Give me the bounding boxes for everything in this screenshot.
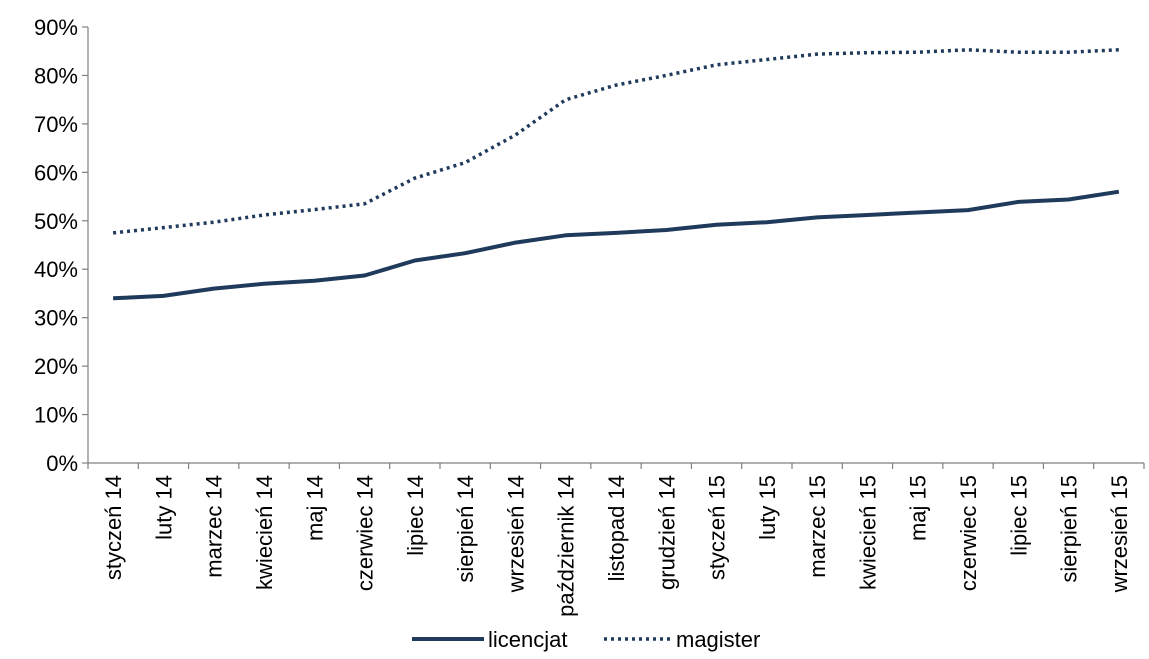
x-tick-label: listopad 14: [604, 475, 629, 581]
x-tick-label: kwiecień 15: [855, 475, 880, 590]
x-tick-label: czerwiec 15: [956, 475, 981, 591]
x-tick-label: styczeń 14: [101, 475, 126, 580]
x-tick-label: wrzesień 14: [503, 475, 528, 593]
y-tick-label: 40%: [34, 257, 78, 282]
y-tick-label: 10%: [34, 403, 78, 428]
x-tick-label: luty 15: [755, 475, 780, 540]
x-tick-label: czerwiec 14: [353, 475, 378, 591]
legend-label-licencjat: licencjat: [488, 627, 567, 652]
x-tick-label: lipiec 15: [1006, 475, 1031, 556]
x-tick-label: grudzień 14: [654, 475, 679, 590]
x-tick-label: wrzesień 15: [1107, 475, 1132, 593]
y-tick-label: 20%: [34, 354, 78, 379]
x-tick-label: październik 14: [554, 475, 579, 617]
x-tick-label: styczeń 15: [705, 475, 730, 580]
x-tick-label: marzec 14: [202, 475, 227, 578]
series-lines: [112, 48, 1120, 301]
x-tick-label: kwiecień 14: [252, 475, 277, 590]
series-line-magister: [112, 48, 1119, 235]
x-tick-label: sierpień 14: [453, 475, 478, 583]
y-tick-label: 50%: [34, 209, 78, 234]
x-axis: styczeń 14 luty 14 marzec 14 kwiecień 14 maj…: [87, 462, 1145, 617]
series-line-licencjat: [113, 189, 1120, 301]
y-tick-label: 30%: [34, 306, 78, 331]
legend: licencjat magister: [412, 627, 760, 652]
x-tick-label: luty 14: [151, 475, 176, 540]
x-tick-label: marzec 15: [805, 475, 830, 578]
y-tick-label: 70%: [34, 112, 78, 137]
x-tick-label: maj 14: [302, 475, 327, 541]
y-tick-label: 60%: [34, 160, 78, 185]
x-tick-label: maj 15: [906, 475, 931, 541]
legend-label-magister: magister: [676, 627, 760, 652]
y-tick-label: 90%: [34, 15, 78, 40]
x-tick-label: sierpień 15: [1057, 475, 1082, 583]
y-tick-label: 80%: [34, 63, 78, 88]
y-tick-label: 0%: [46, 451, 78, 476]
x-tick-label: lipiec 14: [403, 475, 428, 556]
y-axis: 0% 10% 20% 30% 40% 50% 60% 70% 80% 90%: [34, 15, 89, 476]
